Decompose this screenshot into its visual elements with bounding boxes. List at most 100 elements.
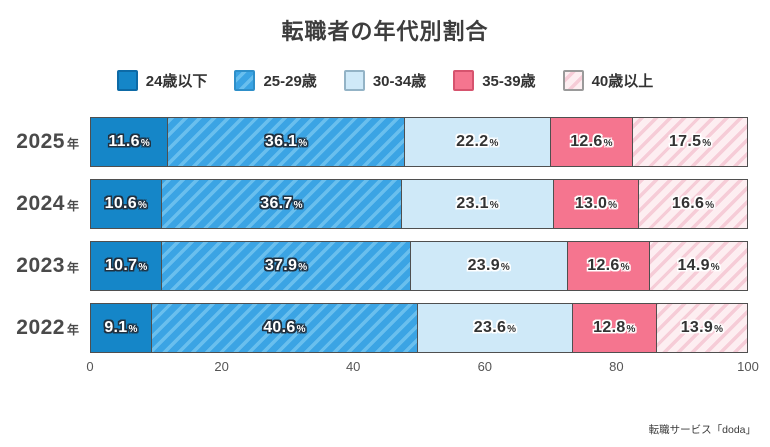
year-suffix: 年 [66, 199, 79, 213]
segment-value-label: 23.1 % [456, 195, 498, 213]
legend-label: 24歳以下 [145, 73, 208, 90]
percent-sign: % [137, 200, 147, 211]
legend: 24歳以下 25-29歳 30-34歳 35-39歳 40歳以上 [0, 70, 770, 91]
segment-value-label: 23.6 % [474, 319, 516, 337]
segment-value: 36.7 [260, 195, 293, 212]
legend-swatch-icon [343, 70, 365, 91]
bar-segment: 13.9 % [655, 304, 747, 352]
segment-value: 37.9 [264, 257, 298, 274]
segment-value-label: 23.9 % [468, 257, 510, 275]
year-label: 2024 年 [0, 192, 90, 216]
segment-value: 22.2 [456, 133, 489, 150]
bar-segment: 11.6 % [91, 118, 168, 166]
legend-swatch-icon [116, 70, 138, 91]
axis-tick-label: 0 [86, 359, 94, 374]
percent-sign: % [140, 138, 150, 149]
stacked-bar: 10.7 % 37.9 % 23.9 % 12.6 % 14.9 % [90, 241, 748, 291]
bar-segment: 14.9 % [649, 242, 747, 290]
legend-item: 30-34歳 [343, 70, 427, 91]
segment-value: 17.5 [668, 133, 702, 150]
axis-tick-label: 60 [477, 359, 493, 374]
percent-sign: % [620, 262, 630, 273]
segment-value: 13.0 [574, 195, 608, 212]
legend-swatch-icon [453, 70, 475, 91]
bar-segment: 23.6 % [417, 304, 572, 352]
bar-segment: 40.6 % [150, 304, 418, 352]
percent-sign: % [500, 262, 510, 273]
percent-sign: % [128, 324, 138, 335]
stacked-bar: 11.6 % 36.1 % 22.2 % 12.6 % 17.5 % [90, 117, 748, 167]
segment-value-label: 37.9 % [265, 257, 307, 275]
segment-value: 10.6 [104, 195, 137, 212]
segment-value-label: 36.1 % [265, 133, 307, 151]
year-number: 2023 [16, 254, 65, 277]
bar-row: 2023 年 10.7 % 37.9 % 23.9 % 12.6 % 14.9 … [0, 241, 748, 291]
segment-value-label: 40.6 % [263, 319, 305, 337]
legend-swatch-icon [234, 70, 256, 91]
percent-sign: % [603, 138, 613, 149]
bar-segment: 36.7 % [160, 180, 402, 228]
segment-value-label: 10.6 % [105, 195, 147, 213]
year-suffix: 年 [66, 261, 79, 275]
bar-segment: 9.1 % [91, 304, 151, 352]
chart-page: 転職者の年代別割合 24歳以下 25-29歳 30-34歳 35-39歳 40歳… [0, 14, 770, 447]
segment-value: 23.9 [467, 257, 500, 274]
legend-label: 30-34歳 [372, 73, 427, 90]
segment-value-label: 13.9 % [681, 319, 723, 337]
legend-item: 25-29歳 [234, 70, 317, 91]
bar-segment: 12.6 % [549, 118, 633, 166]
bar-segment: 13.0 % [552, 180, 639, 228]
source-credit: 転職サービス「doda」 [648, 424, 756, 436]
year-suffix: 年 [66, 137, 79, 151]
percent-sign: % [705, 200, 715, 211]
segment-value-label: 17.5 % [669, 133, 711, 151]
segment-value-label: 12.6 % [587, 257, 629, 275]
segment-value-label: 22.2 % [456, 133, 498, 151]
legend-item: 40歳以上 [562, 70, 653, 91]
segment-value: 13.9 [680, 319, 714, 336]
axis-tick-label: 80 [609, 359, 624, 374]
year-number: 2024 [16, 192, 65, 215]
segment-value-label: 36.7 % [260, 195, 302, 213]
axis-tick-label: 100 [737, 359, 759, 374]
segment-value: 40.6 [263, 319, 296, 336]
year-number: 2022 [16, 316, 65, 339]
segment-value-label: 16.6 % [672, 195, 714, 213]
segment-value-label: 13.0 % [575, 195, 617, 213]
percent-sign: % [714, 324, 723, 335]
bar-rows: 2025 年 11.6 % 36.1 % 22.2 % 12.6 % 17.5 … [0, 117, 748, 353]
stacked-bar: 10.6 % 36.7 % 23.1 % 13.0 % 16.6 % [90, 179, 748, 229]
bar-segment: 37.9 % [161, 242, 410, 290]
chart-area: 2025 年 11.6 % 36.1 % 22.2 % 12.6 % 17.5 … [0, 117, 770, 377]
axis-tick-label: 20 [214, 359, 229, 374]
segment-value-label: 9.1 % [104, 319, 137, 337]
segment-value-label: 14.9 % [677, 257, 719, 275]
percent-sign: % [507, 324, 517, 335]
segment-value: 36.1 [264, 133, 298, 150]
percent-sign: % [298, 138, 308, 149]
stacked-bar: 9.1 % 40.6 % 23.6 % 12.8 % 13.9 % [90, 303, 748, 353]
segment-value: 23.1 [456, 195, 489, 212]
axis-tick-label: 40 [345, 359, 361, 374]
segment-value: 14.9 [677, 257, 710, 274]
segment-value-label: 10.7 % [105, 257, 147, 275]
segment-value: 23.6 [473, 319, 507, 336]
legend-swatch-icon [562, 70, 584, 91]
bar-segment: 10.7 % [91, 242, 162, 290]
bar-segment: 17.5 % [632, 118, 747, 166]
segment-value-label: 12.6 % [570, 133, 612, 151]
segment-value: 11.6 [108, 133, 140, 150]
bar-segment: 23.1 % [401, 180, 553, 228]
segment-value: 16.6 [671, 195, 705, 212]
year-label: 2023 年 [0, 254, 90, 278]
segment-value-label: 11.6 % [108, 133, 149, 151]
percent-sign: % [298, 262, 308, 273]
percent-sign: % [138, 262, 148, 273]
legend-label: 35-39歳 [482, 73, 536, 90]
percent-sign: % [702, 138, 712, 149]
legend-item: 35-39歳 [453, 70, 536, 91]
segment-value-label: 12.8 % [593, 319, 635, 337]
segment-value: 12.6 [587, 257, 620, 274]
bar-segment: 23.9 % [409, 242, 567, 290]
segment-value: 9.1 [104, 319, 128, 336]
